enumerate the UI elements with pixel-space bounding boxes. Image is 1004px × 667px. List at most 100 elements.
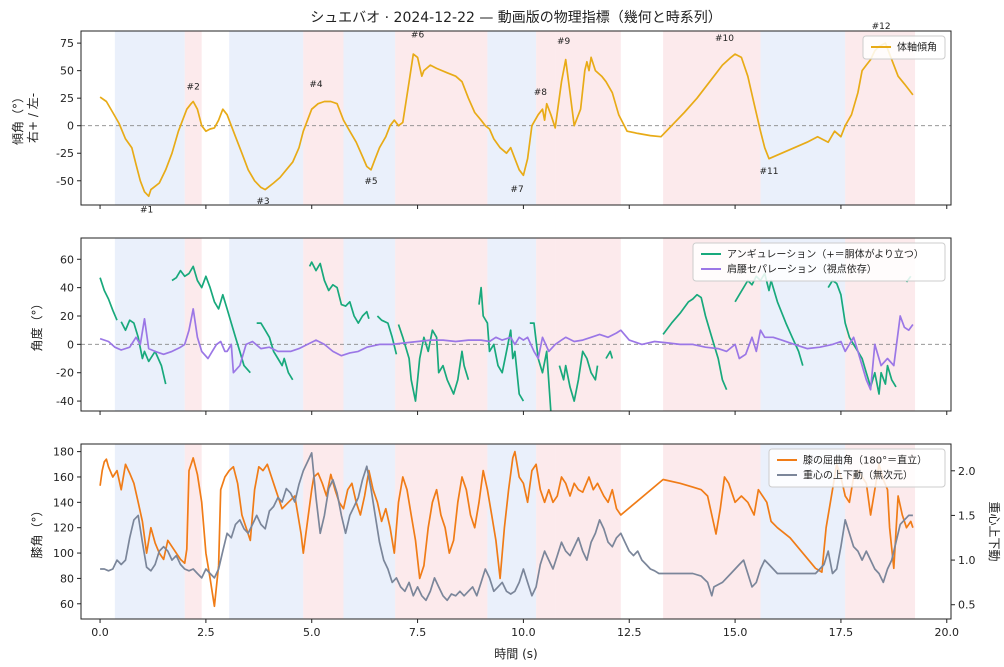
event-annotation: #5 bbox=[364, 177, 377, 187]
shaded-region bbox=[536, 238, 556, 411]
y-right-tick-label: 1.0 bbox=[958, 554, 976, 567]
legend-label: 肩腰セパレーション（視点依存） bbox=[727, 263, 877, 276]
series-line-1 bbox=[308, 261, 370, 324]
y-tick-label: 120 bbox=[53, 522, 74, 535]
y-tick-label: 60 bbox=[60, 253, 74, 266]
shaded-region bbox=[184, 31, 202, 205]
event-annotation: #10 bbox=[715, 34, 734, 44]
event-annotation: #12 bbox=[872, 22, 891, 32]
shaded-region bbox=[487, 238, 537, 411]
y-tick-label: -50 bbox=[56, 175, 74, 188]
y-right-tick-label: 0.5 bbox=[958, 599, 976, 612]
event-annotation: #11 bbox=[759, 167, 778, 177]
y-tick-label: -20 bbox=[56, 367, 74, 380]
y-tick-label: 0 bbox=[67, 120, 74, 133]
shaded-region bbox=[663, 444, 761, 619]
x-tick-label: 0.0 bbox=[91, 626, 109, 639]
y-tick-label: 50 bbox=[60, 65, 74, 78]
legend-label: 重心の上下動（無次元） bbox=[803, 469, 913, 482]
shaded-region bbox=[229, 238, 304, 411]
shaded-region bbox=[487, 31, 537, 205]
axes-frame bbox=[80, 443, 952, 620]
y-tick-label: 100 bbox=[53, 547, 74, 560]
series-line-2 bbox=[100, 452, 913, 602]
legend-box bbox=[768, 448, 946, 488]
y-tick-label: 180 bbox=[53, 446, 74, 459]
x-tick-label: 17.5 bbox=[829, 626, 854, 639]
y-tick-label: 40 bbox=[60, 282, 74, 295]
legend-label: 体軸傾角 bbox=[897, 41, 937, 54]
y-axis-label: 角度（°） bbox=[29, 297, 44, 351]
y-tick-label: 140 bbox=[53, 496, 74, 509]
shaded-region bbox=[184, 238, 202, 411]
y-tick-label: 60 bbox=[60, 598, 74, 611]
legend-label: アンギュレーション（+＝胴体がより立つ） bbox=[727, 248, 924, 261]
series-line-1 bbox=[827, 279, 897, 395]
series-line-1 bbox=[558, 350, 599, 402]
shaded-region bbox=[303, 31, 344, 205]
shaded-region bbox=[114, 31, 185, 205]
series-line-1 bbox=[99, 42, 914, 198]
x-tick-label: 2.5 bbox=[197, 626, 215, 639]
y-tick-label: 80 bbox=[60, 572, 74, 585]
event-annotation: #6 bbox=[411, 31, 425, 41]
shaded-region bbox=[395, 238, 488, 411]
event-annotation: #2 bbox=[187, 82, 200, 92]
shaded-region bbox=[343, 238, 396, 411]
x-tick-label: 12.5 bbox=[617, 626, 642, 639]
series-line-1 bbox=[256, 322, 294, 381]
series-line-1 bbox=[662, 293, 728, 391]
event-annotation: #3 bbox=[256, 197, 269, 207]
y-right-tick-label: 2.0 bbox=[958, 465, 976, 478]
shaded-region bbox=[303, 444, 344, 619]
shaded-region bbox=[760, 31, 846, 205]
y-tick-label: 25 bbox=[60, 92, 74, 105]
event-annotation: #8 bbox=[534, 88, 548, 98]
y-tick-label: 75 bbox=[60, 37, 74, 50]
y-axis-label: 右+ / 左- bbox=[25, 93, 40, 143]
axes-frame bbox=[80, 237, 952, 412]
axes-frame bbox=[80, 30, 952, 206]
legend-box bbox=[862, 35, 946, 60]
x-tick-label: 15.0 bbox=[723, 626, 748, 639]
event-annotation: #9 bbox=[557, 37, 571, 47]
series-line-1 bbox=[376, 315, 398, 355]
x-tick-label: 10.0 bbox=[511, 626, 536, 639]
shaded-region bbox=[114, 238, 185, 411]
series-line-1 bbox=[120, 319, 167, 385]
shaded-region bbox=[555, 444, 621, 619]
event-annotation: #1 bbox=[140, 206, 153, 216]
y-tick-label: 160 bbox=[53, 471, 74, 484]
shaded-region bbox=[663, 31, 761, 205]
shaded-region bbox=[845, 31, 916, 205]
x-tick-label: 5.0 bbox=[303, 626, 321, 639]
x-axis-label: 時間 (s) bbox=[494, 647, 537, 661]
shaded-region bbox=[395, 444, 488, 619]
y-tick-label: 0 bbox=[67, 338, 74, 351]
legend-box bbox=[692, 242, 946, 282]
event-annotation: #4 bbox=[309, 80, 323, 90]
shaded-region bbox=[303, 238, 344, 411]
series-line-1 bbox=[605, 350, 614, 359]
shaded-region bbox=[555, 31, 621, 205]
y-tick-label: 20 bbox=[60, 310, 74, 323]
series-line-1 bbox=[478, 286, 525, 402]
y-axis-label: 膝角（°） bbox=[30, 504, 44, 558]
series-line-1 bbox=[397, 324, 470, 402]
chart-title: シュエバオ · 2024-12-22 — 動画版の物理指標（幾何と時系列） bbox=[310, 10, 722, 26]
shaded-region bbox=[229, 31, 304, 205]
y-tick-label: -25 bbox=[56, 147, 74, 160]
panel-3: 0.0 2.5 5.0 7.5 10.0 12.5 15.0 17.5 20.0 60 80 100 1… bbox=[30, 443, 1001, 639]
panel-1: #1 #2 #3 #4 #5 #6 #7 #8 #9 #10 #11 #12 -50 -25 0 25 50 75… bbox=[11, 22, 952, 216]
y-tick-label: -40 bbox=[56, 395, 74, 408]
series-line-1 bbox=[171, 265, 251, 374]
shaded-region bbox=[555, 238, 621, 411]
series-line-2 bbox=[99, 308, 914, 391]
x-tick-label: 20.0 bbox=[935, 626, 960, 639]
series-line-1 bbox=[529, 322, 552, 411]
shaded-region bbox=[343, 31, 396, 205]
y-axis-label: 傾角（°） bbox=[11, 91, 25, 145]
shaded-region bbox=[395, 31, 488, 205]
